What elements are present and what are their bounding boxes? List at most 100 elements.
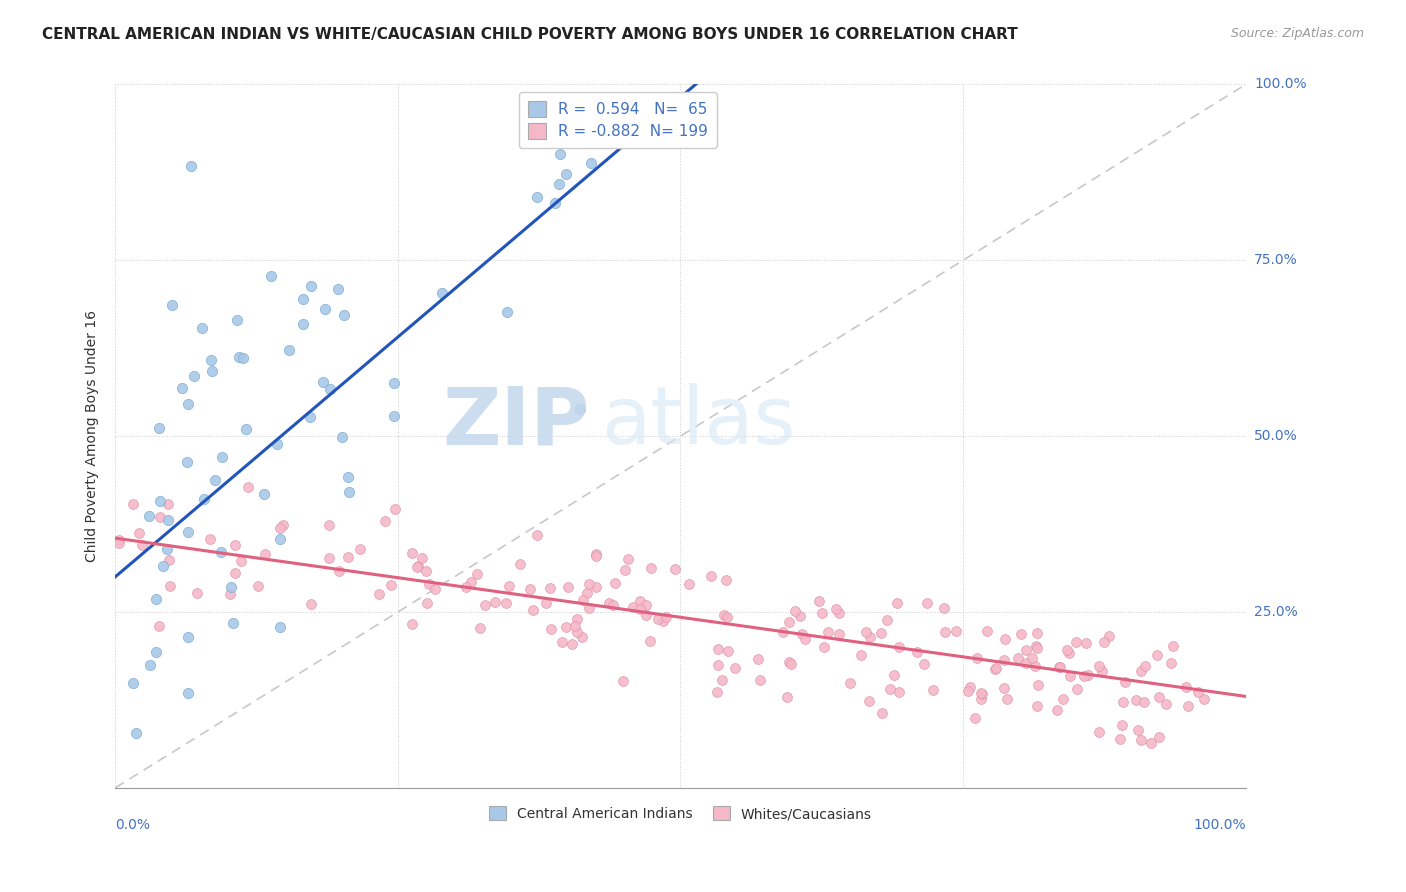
Point (415, 564, 437, 578)
Point (870, 706, 893, 720)
Point (564, 619, 586, 633)
Point (198, 532, 221, 546)
Point (849, 648, 872, 662)
Point (1007, 651, 1029, 665)
Point (148, 421, 170, 435)
Point (859, 630, 882, 644)
Point (808, 594, 831, 608)
Point (253, 487, 276, 501)
Point (367, 587, 389, 601)
Point (253, 547, 276, 561)
Point (554, 167, 576, 181)
Point (1149, 730, 1171, 744)
Point (522, 603, 544, 617)
Point (1146, 648, 1168, 662)
Point (598, 596, 620, 610)
Point (177, 686, 200, 700)
Text: 100.0%: 100.0% (1194, 818, 1246, 832)
Point (122, 497, 145, 511)
Point (247, 579, 270, 593)
Point (585, 547, 607, 561)
Point (128, 525, 150, 540)
Point (224, 566, 246, 580)
Text: atlas: atlas (602, 383, 796, 461)
Point (602, 598, 624, 612)
Point (970, 686, 993, 700)
Point (621, 600, 644, 615)
Point (970, 692, 993, 706)
Point (157, 497, 180, 511)
Point (177, 630, 200, 644)
Point (585, 549, 607, 564)
Point (1088, 658, 1111, 673)
Point (1011, 627, 1033, 641)
Point (229, 554, 252, 568)
Point (905, 645, 928, 659)
Point (576, 586, 599, 600)
Point (1177, 698, 1199, 713)
Point (1187, 685, 1209, 699)
Point (177, 525, 200, 540)
Point (159, 579, 181, 593)
Point (401, 616, 423, 631)
Point (554, 620, 576, 634)
Point (707, 658, 730, 673)
Point (628, 601, 651, 615)
Point (596, 42, 619, 56)
Point (565, 612, 588, 626)
Point (156, 541, 179, 556)
Point (423, 582, 446, 597)
Point (647, 611, 669, 625)
Point (957, 683, 980, 698)
Point (572, 593, 595, 607)
Point (536, 596, 558, 610)
Point (219, 580, 242, 594)
Point (496, 304, 519, 318)
Point (993, 653, 1015, 667)
Point (1160, 656, 1182, 670)
Point (713, 607, 735, 622)
Point (200, 353, 222, 368)
Point (879, 681, 901, 696)
Text: 100.0%: 100.0% (1254, 78, 1306, 92)
Point (1092, 635, 1115, 649)
Point (810, 606, 832, 620)
Point (1077, 668, 1099, 682)
Point (333, 308, 356, 322)
Point (201, 364, 224, 378)
Point (1015, 657, 1038, 671)
Point (578, 577, 600, 591)
Point (889, 640, 911, 654)
Point (236, 480, 259, 494)
Point (571, 630, 593, 644)
Point (876, 613, 898, 627)
Point (678, 577, 700, 591)
Point (209, 545, 232, 559)
Point (966, 651, 988, 665)
Text: 0.0%: 0.0% (115, 818, 150, 832)
Point (1074, 636, 1097, 650)
Point (716, 609, 738, 624)
Text: 50.0%: 50.0% (1254, 429, 1298, 443)
Point (934, 600, 956, 615)
Text: Source: ZipAtlas.com: Source: ZipAtlas.com (1230, 27, 1364, 40)
Point (460, 575, 482, 590)
Point (183, 369, 205, 384)
Point (717, 644, 740, 658)
Point (1130, 664, 1153, 678)
Point (963, 711, 986, 725)
Point (474, 598, 496, 612)
Point (148, 493, 170, 508)
Point (914, 657, 936, 671)
Point (291, 317, 314, 331)
Point (700, 569, 723, 583)
Point (1052, 692, 1074, 706)
Point (145, 645, 167, 659)
Point (186, 586, 208, 600)
Point (1109, 732, 1132, 747)
Point (776, 690, 799, 704)
Point (673, 56, 696, 70)
Point (779, 657, 801, 671)
Point (465, 567, 488, 582)
Point (318, 550, 340, 565)
